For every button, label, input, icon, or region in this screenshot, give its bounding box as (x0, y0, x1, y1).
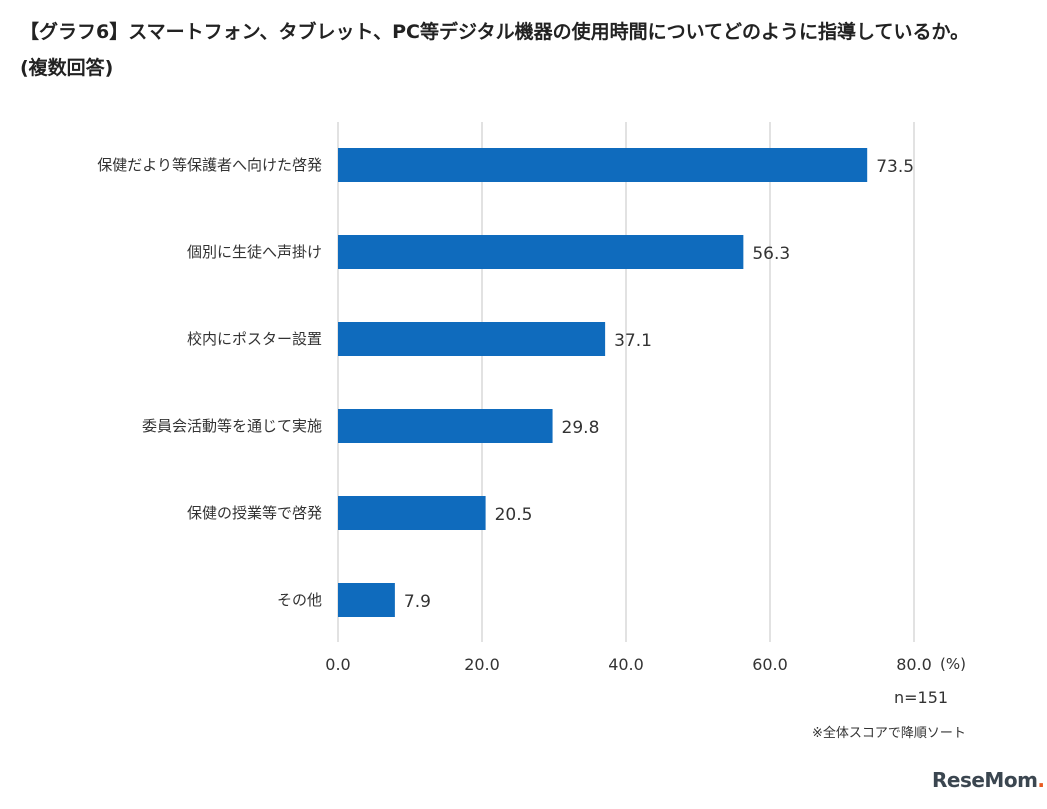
bar (338, 148, 868, 182)
x-tick-label: 80.0 (896, 655, 932, 674)
bar (338, 409, 553, 443)
sort-note: ※全体スコアで降順ソート (812, 726, 966, 741)
value-label: 29.8 (562, 418, 600, 438)
value-label: 37.1 (614, 331, 652, 351)
value-label: 7.9 (404, 592, 431, 612)
x-tick-label: 20.0 (464, 655, 500, 674)
value-label: 56.3 (752, 244, 790, 264)
value-label: 20.5 (495, 505, 533, 525)
bar (338, 322, 606, 356)
bar (338, 583, 395, 617)
x-tick-label: 40.0 (608, 655, 644, 674)
bar (338, 235, 744, 269)
category-label: 保健の授業等で啓発 (187, 504, 322, 522)
logo-text: ReseMom (932, 768, 1038, 792)
axis-unit-label: (%) (940, 655, 966, 673)
category-label: 保健だより等保護者へ向けた啓発 (97, 156, 322, 174)
x-tick-label: 60.0 (752, 655, 788, 674)
labels: 0.0 20.0 40.0 60.0 80.0 保健だより等保護者へ向けた啓発 73.5 個別… (97, 156, 932, 674)
chart-title-line2: (複数回答) (20, 57, 114, 79)
resemom-logo: ReseMom. (932, 768, 1045, 792)
logo-dot: . (1037, 768, 1045, 792)
category-label: 校内にポスター設置 (187, 330, 322, 348)
grid-lines (337, 122, 915, 642)
chart-title-line1: 【グラフ6】スマートフォン、タブレット、PC等デジタル機器の使用時間についてどの… (20, 21, 970, 43)
category-label: 個別に生徒へ声掛け (187, 243, 322, 261)
sample-size-note: n=151 (894, 688, 949, 707)
x-tick-label: 0.0 (325, 655, 350, 674)
category-label: その他 (277, 591, 322, 609)
value-label: 73.5 (876, 157, 914, 177)
bar (338, 496, 486, 530)
chart-title: 【グラフ6】スマートフォン、タブレット、PC等デジタル機器の使用時間についてどの… (20, 14, 1030, 86)
category-label: 委員会活動等を通じて実施 (142, 417, 322, 435)
bars (338, 148, 868, 617)
